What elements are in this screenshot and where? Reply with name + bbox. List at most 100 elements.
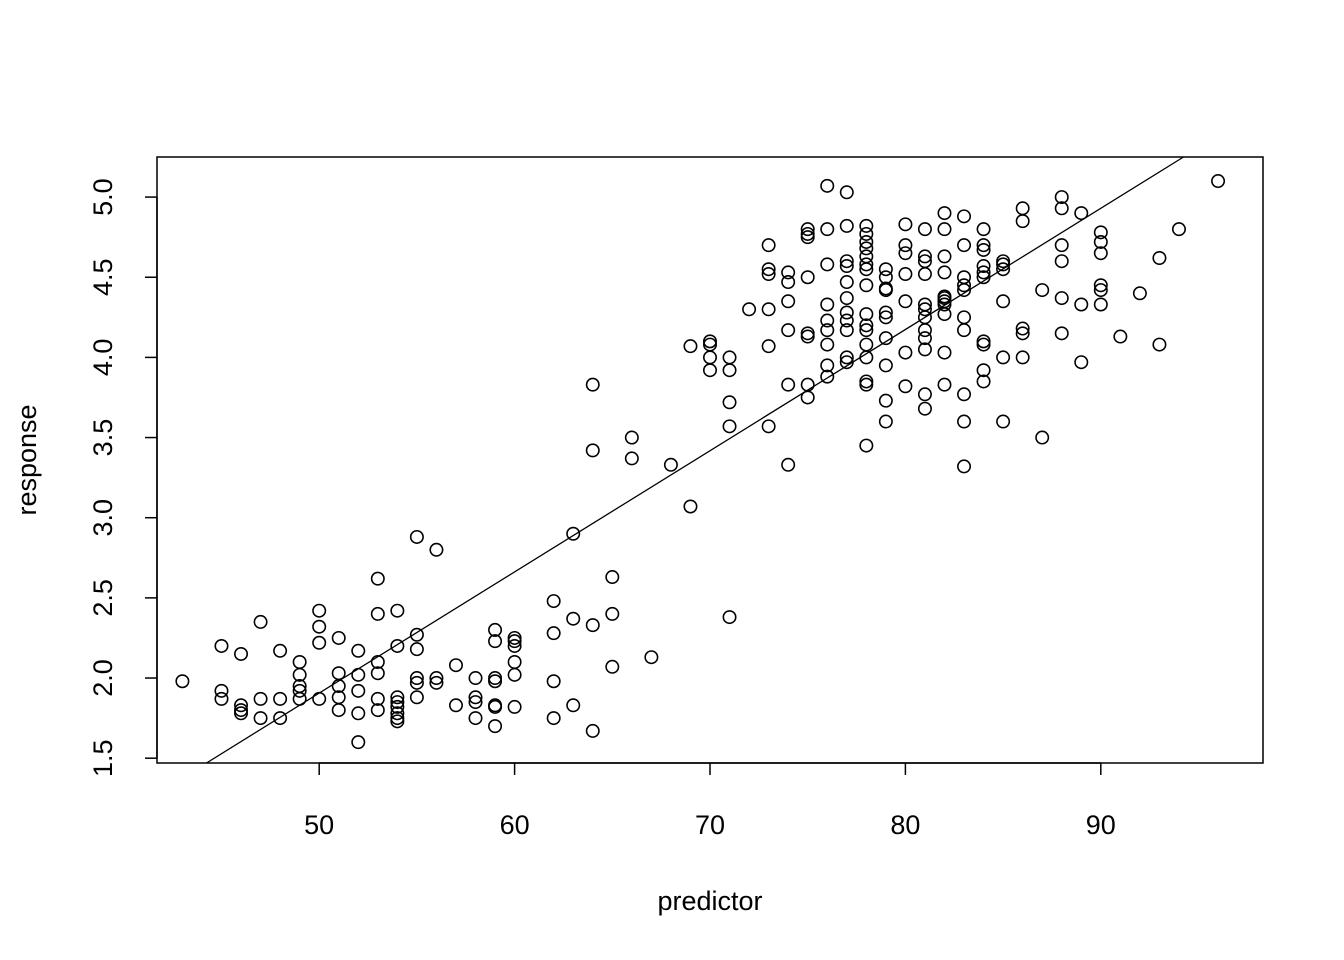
data-point: [917, 302, 932, 317]
data-point: [1171, 222, 1186, 237]
data-point: [546, 711, 561, 726]
data-point: [1054, 238, 1069, 253]
data-point: [957, 387, 972, 402]
data-point: [234, 706, 249, 721]
data-point: [839, 259, 854, 274]
data-point: [859, 374, 874, 389]
data-point: [1015, 350, 1030, 365]
data-point: [917, 342, 932, 357]
data-point: [996, 257, 1011, 272]
data-point: [331, 666, 346, 681]
data-point: [1054, 190, 1069, 205]
data-point: [1015, 201, 1030, 216]
data-point: [331, 630, 346, 645]
data-point: [996, 350, 1011, 365]
data-point: [1093, 297, 1108, 312]
data-point: [878, 305, 893, 320]
data-point: [663, 457, 678, 472]
data-point: [820, 257, 835, 272]
data-point: [820, 178, 835, 193]
y-tick-label: 2.5: [88, 579, 118, 617]
data-point: [214, 683, 229, 698]
data-point: [468, 695, 483, 710]
data-point: [409, 529, 424, 544]
y-tick-label: 3.0: [88, 499, 118, 537]
data-point: [820, 297, 835, 312]
data-point: [273, 643, 288, 658]
data-point: [468, 711, 483, 726]
data-point: [839, 185, 854, 200]
data-point: [507, 699, 522, 714]
data-point: [859, 350, 874, 365]
data-point: [996, 294, 1011, 309]
x-tick-label: 70: [695, 810, 725, 840]
data-point: [507, 638, 522, 653]
data-point: [605, 570, 620, 585]
data-point: [800, 270, 815, 285]
data-point: [1093, 278, 1108, 293]
data-point: [800, 329, 815, 344]
data-point: [957, 278, 972, 293]
data-point: [214, 638, 229, 653]
data-point: [839, 218, 854, 233]
data-point: [820, 222, 835, 237]
data-point: [1211, 174, 1226, 189]
data-point: [390, 638, 405, 653]
data-point: [1054, 254, 1069, 269]
data-point: [331, 679, 346, 694]
data-point: [878, 393, 893, 408]
data-point: [1054, 291, 1069, 306]
data-point: [488, 634, 503, 649]
data-point: [976, 222, 991, 237]
data-point: [976, 259, 991, 274]
data-point: [253, 711, 268, 726]
data-point: [370, 703, 385, 718]
data-point: [976, 374, 991, 389]
data-point: [722, 395, 737, 410]
data-point: [722, 363, 737, 378]
data-point: [1054, 201, 1069, 216]
data-point: [1132, 286, 1147, 301]
data-point: [839, 323, 854, 338]
data-point: [859, 318, 874, 333]
data-point: [898, 217, 913, 232]
data-point: [351, 735, 366, 750]
data-point: [800, 377, 815, 392]
data-point: [957, 238, 972, 253]
data-point: [976, 337, 991, 352]
data-point: [878, 310, 893, 325]
data-point: [429, 542, 444, 557]
data-point: [605, 606, 620, 621]
data-point: [722, 419, 737, 434]
data-point: [605, 659, 620, 674]
data-point: [702, 337, 717, 352]
data-point: [312, 635, 327, 650]
data-point: [507, 667, 522, 682]
data-point: [488, 671, 503, 686]
data-point: [1054, 326, 1069, 341]
y-tick-label: 3.5: [88, 419, 118, 457]
data-point: [976, 270, 991, 285]
data-point: [996, 262, 1011, 277]
data-point: [761, 262, 776, 277]
data-point: [722, 350, 737, 365]
data-point: [546, 594, 561, 609]
data-point: [781, 265, 796, 280]
data-point: [839, 350, 854, 365]
data-point: [781, 294, 796, 309]
data-point: [702, 363, 717, 378]
data-point: [957, 283, 972, 298]
data-point: [448, 698, 463, 713]
data-point: [1093, 246, 1108, 261]
data-point: [585, 377, 600, 392]
data-point: [370, 571, 385, 586]
data-point: [957, 323, 972, 338]
data-point: [761, 419, 776, 434]
data-point: [761, 302, 776, 317]
data-point: [820, 358, 835, 373]
data-point: [390, 695, 405, 710]
x-tick-label: 90: [1086, 810, 1116, 840]
data-point: [878, 331, 893, 346]
data-point: [839, 313, 854, 328]
data-point: [370, 606, 385, 621]
